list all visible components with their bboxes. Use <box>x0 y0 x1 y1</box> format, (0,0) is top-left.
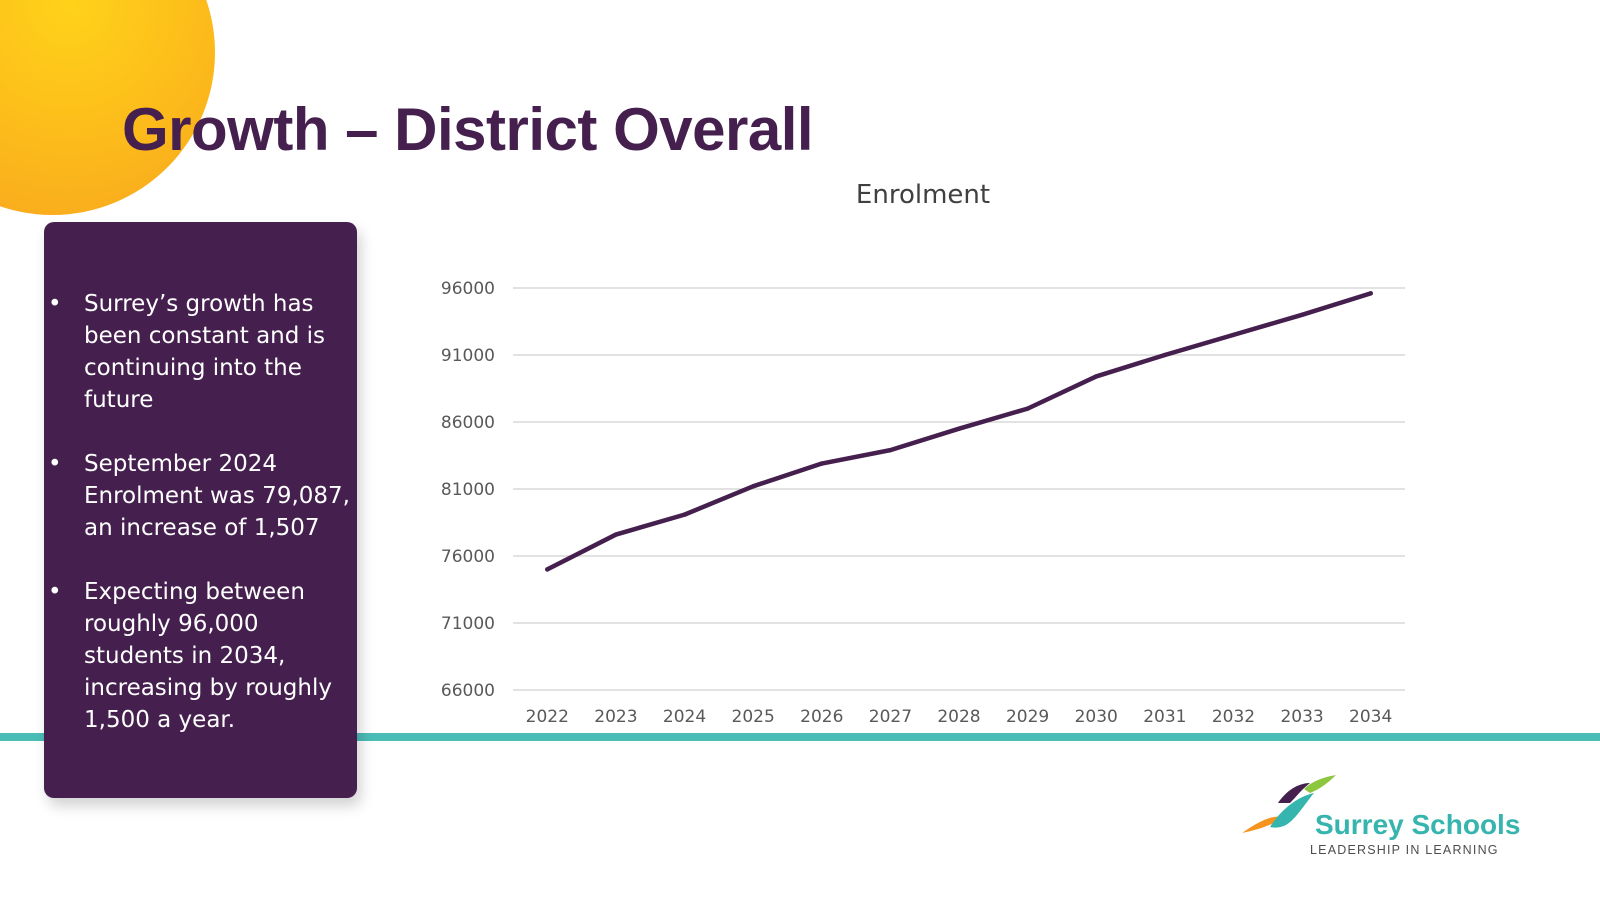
bullet-list: • Surrey’s growth has been constant and … <box>44 288 357 768</box>
chart-title: Enrolment <box>856 180 990 210</box>
bullet-panel: • Surrey’s growth has been constant and … <box>44 222 357 798</box>
x-tick-label: 2025 <box>732 707 775 727</box>
x-tick-label: 2031 <box>1143 707 1186 727</box>
page-title: Growth – District Overall <box>122 96 814 163</box>
surrey-schools-logo: Surrey Schools LEADERSHIP IN LEARNING <box>1240 775 1540 857</box>
bullet-marker: • <box>48 579 62 605</box>
data-point <box>1299 312 1305 317</box>
accent-line <box>0 733 1600 741</box>
data-point <box>956 426 962 431</box>
data-point <box>1368 291 1373 296</box>
y-tick-label: 76000 <box>441 547 495 567</box>
chart-svg: Enrolment 66000 71000 76000 81000 86000 91000… <box>441 180 1405 727</box>
bullet-item: • Surrey’s growth has been constant and … <box>44 288 357 416</box>
chart-gridlines <box>513 287 1405 691</box>
logo-tagline: LEADERSHIP IN LEARNING <box>1310 843 1499 857</box>
bullet-text: Surrey’s growth has been constant and is… <box>84 291 326 413</box>
series-layer <box>545 291 1373 572</box>
x-tick-label: 2030 <box>1075 707 1118 727</box>
bullet-marker: • <box>48 451 62 477</box>
x-tick-label: 2026 <box>800 707 843 727</box>
y-axis-ticks: 66000 71000 76000 81000 86000 91000 96000 <box>441 279 495 701</box>
data-point <box>888 447 893 453</box>
bullet-text: September 2024 Enrolment was 79,087, an … <box>84 451 350 541</box>
y-tick-label: 66000 <box>441 681 495 701</box>
x-tick-label: 2027 <box>869 707 912 727</box>
x-tick-label: 2033 <box>1280 707 1323 727</box>
x-tick-label: 2023 <box>594 707 637 727</box>
data-point <box>545 567 550 572</box>
data-point <box>613 532 619 537</box>
y-tick-label: 71000 <box>441 614 495 634</box>
data-point <box>1162 352 1168 358</box>
x-tick-label: 2034 <box>1349 707 1392 727</box>
x-tick-label: 2022 <box>526 707 569 727</box>
x-tick-label: 2024 <box>663 707 706 727</box>
bullet-item: • Expecting between roughly 96,000 stude… <box>44 576 357 736</box>
x-axis-ticks: 2022 2023 2024 2025 2026 2027 2028 2029 2030 2031… <box>526 707 1393 727</box>
bullet-item: • September 2024 Enrolment was 79,087, a… <box>44 448 357 544</box>
y-tick-label: 81000 <box>441 480 495 500</box>
data-point <box>750 484 756 489</box>
data-point <box>819 461 824 466</box>
y-tick-label: 96000 <box>441 279 495 299</box>
x-tick-label: 2028 <box>937 707 980 727</box>
data-point <box>1231 332 1236 338</box>
data-point <box>1094 374 1099 379</box>
data-point <box>1025 406 1030 411</box>
enrolment-chart: Enrolment 66000 71000 76000 81000 86000 91000… <box>420 170 1440 730</box>
bullet-marker: • <box>48 291 62 317</box>
y-tick-label: 91000 <box>441 346 495 366</box>
logo-mark-icon <box>1242 775 1336 833</box>
series-line <box>545 291 1373 572</box>
bullet-text: Expecting between roughly 96,000 student… <box>84 579 332 733</box>
logo-name: Surrey Schools <box>1315 809 1521 840</box>
x-tick-label: 2032 <box>1212 707 1255 727</box>
y-tick-label: 86000 <box>441 413 495 433</box>
data-point <box>682 512 687 517</box>
x-tick-label: 2029 <box>1006 707 1049 727</box>
